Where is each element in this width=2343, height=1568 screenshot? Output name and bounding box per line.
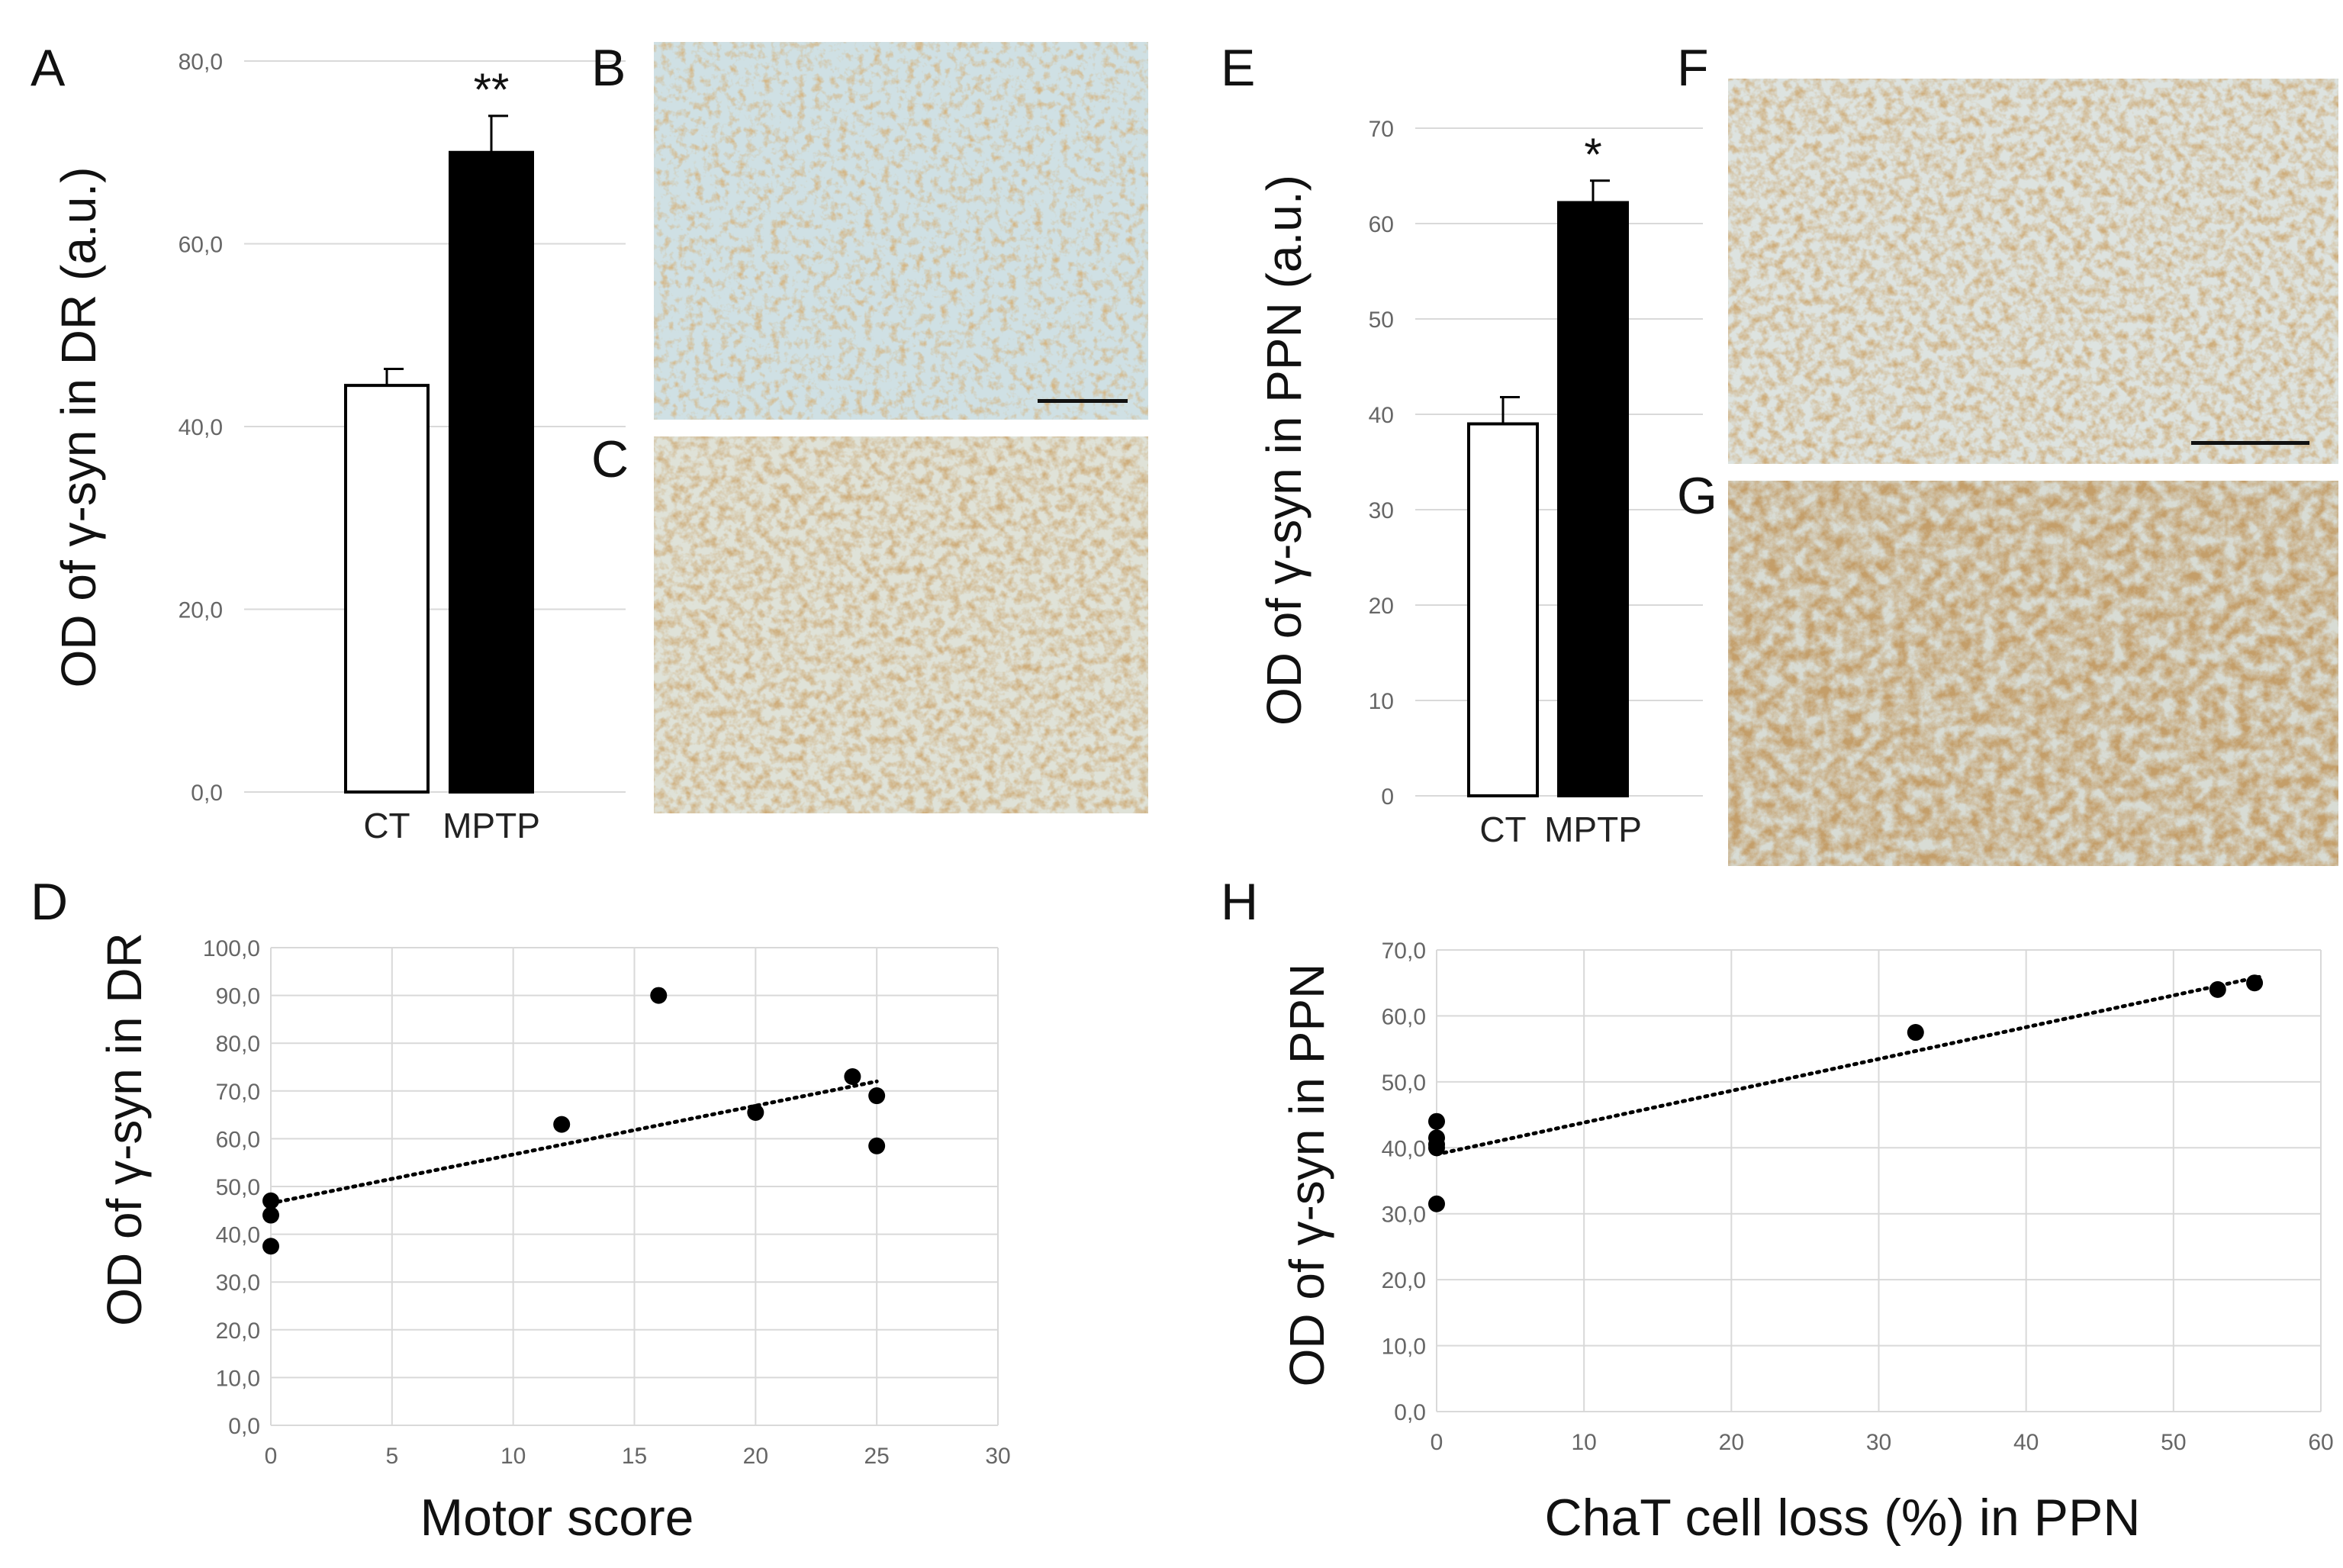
trendline <box>269 1079 879 1206</box>
scatter-chart-dr: 0,0 10,0 20,0 30,0 40,0 50,0 60,0 70,0 80,0 90,0 1… <box>203 936 1011 1469</box>
y-tick-label: 90,0 <box>216 984 260 1009</box>
significance-marker: * <box>1584 129 1601 180</box>
bar-ct <box>1467 422 1539 797</box>
x-tick-label: 60 <box>2308 1430 2333 1455</box>
y-tick-label: 60,0 <box>216 1127 260 1152</box>
data-point <box>650 987 668 1004</box>
panel-label-e: E <box>1221 39 1255 97</box>
micrograph-g <box>1728 481 2338 866</box>
panel-label-c: C <box>591 430 629 488</box>
y-tick-label: 30,0 <box>1382 1203 1426 1228</box>
y-tick-label: 40,0 <box>179 415 223 440</box>
y-tick-label: 60 <box>1369 212 1394 237</box>
y-tick-label: 0,0 <box>1394 1400 1426 1425</box>
data-point <box>868 1137 886 1154</box>
y-tick-label: 50,0 <box>1382 1071 1426 1096</box>
y-tick-label: 60,0 <box>179 233 223 258</box>
x-tick-label: 15 <box>622 1444 647 1469</box>
y-tick-label: 10,0 <box>1382 1335 1426 1360</box>
data-point <box>262 1192 279 1209</box>
y-tick-label: 20,0 <box>1382 1268 1426 1293</box>
category-label: MPTP <box>1544 810 1642 849</box>
y-tick-label: 0 <box>1381 784 1394 810</box>
category-label: CT <box>1479 810 1526 849</box>
bar-mptp <box>1557 201 1629 797</box>
scale-bar-f <box>2191 441 2309 445</box>
x-tick-label: 0 <box>265 1444 278 1469</box>
x-tick-label: 20 <box>743 1444 768 1469</box>
y-tick-label: 20 <box>1369 594 1394 619</box>
y-axis-label-a: OD of γ-syn in DR (a.u.) <box>51 167 106 688</box>
data-point <box>2209 980 2226 998</box>
bar-chart-ppn: 0 10 20 30 40 50 60 70 CT MPTP * <box>1369 117 1703 849</box>
micrograph-f <box>1728 79 2338 464</box>
y-tick-label: 50,0 <box>216 1175 260 1200</box>
y-axis-label-e: OD of γ-syn in PPN (a.u.) <box>1257 175 1312 726</box>
y-tick-label: 10 <box>1369 689 1394 714</box>
y-tick-label: 10,0 <box>216 1366 260 1391</box>
y-tick-label: 30 <box>1369 498 1394 523</box>
x-tick-label: 5 <box>385 1444 398 1469</box>
y-tick-label: 80,0 <box>179 50 223 75</box>
data-point <box>844 1068 861 1086</box>
category-label: CT <box>363 806 410 845</box>
y-tick-label: 50 <box>1369 307 1394 333</box>
data-point <box>553 1116 571 1133</box>
y-tick-label: 20,0 <box>179 598 223 623</box>
x-tick-label: 30 <box>1866 1430 1891 1455</box>
y-tick-label: 100,0 <box>203 936 260 961</box>
x-axis-label-d: Motor score <box>420 1489 694 1547</box>
panel-label-a: A <box>31 39 66 97</box>
panel-label-g: G <box>1677 467 1717 525</box>
x-tick-label: 0 <box>1431 1430 1443 1455</box>
y-tick-label: 70,0 <box>1382 939 1426 964</box>
y-tick-label: 40,0 <box>216 1223 260 1248</box>
y-tick-label: 70 <box>1369 117 1394 142</box>
scale-bar-b <box>1038 399 1128 403</box>
y-tick-label: 40,0 <box>1382 1136 1426 1161</box>
scatter-chart-ppn: 0,0 10,0 20,0 30,0 40,0 50,0 60,0 70,0 0 10 20 30 40… <box>1382 939 2334 1455</box>
y-tick-label: 70,0 <box>216 1080 260 1105</box>
x-tick-label: 20 <box>1719 1430 1744 1455</box>
panel-label-h: H <box>1221 873 1258 931</box>
micrograph-b <box>654 42 1148 420</box>
x-tick-label: 10 <box>1571 1430 1596 1455</box>
data-point <box>868 1087 886 1105</box>
data-point <box>1428 1139 1445 1157</box>
x-tick-label: 10 <box>500 1444 526 1469</box>
significance-marker: ** <box>474 64 510 115</box>
x-tick-label: 50 <box>2161 1430 2186 1455</box>
y-tick-label: 30,0 <box>216 1270 260 1296</box>
panel-label-d: D <box>31 873 68 931</box>
x-tick-label: 25 <box>864 1444 889 1469</box>
bar-chart-dr: 0,0 20,0 40,0 60,0 80,0 CT MPTP ** <box>179 50 626 845</box>
trendline <box>1434 974 2264 1157</box>
data-point <box>262 1238 279 1255</box>
x-axis-label-h: ChaT cell loss (%) in PPN <box>1545 1489 2141 1547</box>
bar-mptp <box>449 150 534 794</box>
y-axis-label-h: OD of γ-syn in PPN <box>1279 964 1334 1387</box>
y-tick-label: 80,0 <box>216 1032 260 1057</box>
panel-label-f: F <box>1677 39 1709 97</box>
y-tick-label: 60,0 <box>1382 1004 1426 1029</box>
data-point <box>1428 1195 1445 1212</box>
data-point <box>2246 974 2264 992</box>
y-tick-label: 0,0 <box>191 781 223 806</box>
data-point <box>262 1206 279 1224</box>
data-point <box>1907 1024 1924 1042</box>
x-tick-label: 30 <box>985 1444 1010 1469</box>
data-point <box>1428 1112 1445 1130</box>
y-tick-label: 40 <box>1369 403 1394 428</box>
x-tick-label: 40 <box>2013 1430 2039 1455</box>
y-tick-label: 0,0 <box>228 1414 260 1439</box>
y-tick-label: 20,0 <box>216 1318 260 1344</box>
bar-ct <box>344 384 430 794</box>
y-axis-label-d: OD of γ-syn in DR <box>97 932 152 1326</box>
data-point <box>747 1103 764 1121</box>
micrograph-c <box>654 436 1148 813</box>
category-label: MPTP <box>443 806 540 845</box>
panel-label-b: B <box>591 39 626 97</box>
